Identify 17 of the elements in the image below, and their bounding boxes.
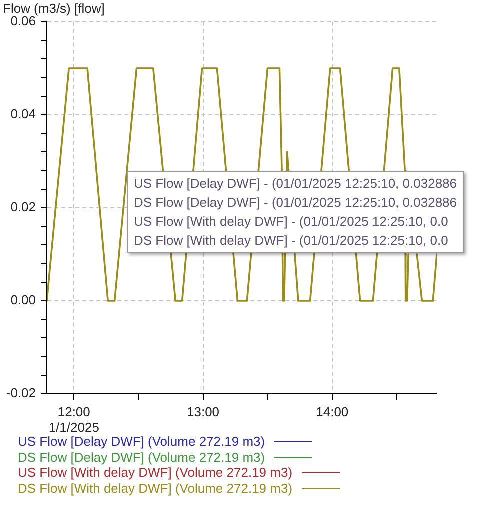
y-tick-label: 0.04: [10, 106, 36, 122]
y-tick-label: 0.00: [10, 292, 36, 308]
annotation: US Flow [With delay DWF] - (01/01/2025 12:25:10, 0.0: [134, 213, 450, 231]
legend-label: DS Flow [Delay DWF] (Volume 272.19 m3): [18, 450, 266, 465]
x-tick-label: 13:00: [186, 404, 220, 420]
y-tick-label: 0.06: [10, 14, 36, 29]
y-tick-label: 0.02: [10, 200, 36, 215]
annotation: DS Flow [Delay DWF] - (01/01/2025 12:25:10, 0.032886: [134, 194, 458, 212]
y-axis-title: Flow (m3/s) [flow]: [3, 1, 105, 16]
legend-label: US Flow [With delay DWF] (Volume 272.19 m3): [18, 465, 293, 480]
legend-label: US Flow [Delay DWF] (Volume 272.19 m3): [18, 434, 266, 450]
legend-label: DS Flow [With delay DWF] (Volume 272.19 m3): [18, 480, 293, 496]
annotation: US Flow [Delay DWF] - (01/01/2025 12:25:10, 0.032886: [134, 175, 458, 193]
annotation: DS Flow [With delay DWF] - (01/01/2025 12:25:10, 0.0: [134, 232, 450, 250]
y-tick-label: -0.02: [6, 386, 36, 401]
x-tick-label: 12:00 1/1/2025: [48, 404, 100, 435]
x-tick-label: 14:00: [316, 404, 349, 420]
